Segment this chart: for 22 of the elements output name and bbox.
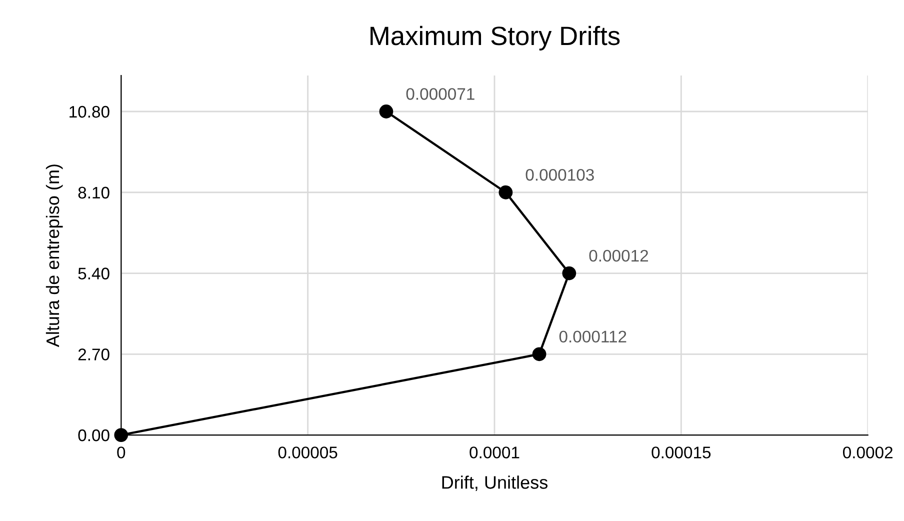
y-tick-label: 0.00 [78, 429, 110, 442]
annotation: 0.000112 [559, 330, 626, 343]
annotation: 0.00012 [589, 250, 648, 262]
x-axis-title: Drift, Unitless [442, 476, 548, 491]
y-tick-label: 5.40 [78, 268, 110, 280]
chart-title: Maximum Story Drifts [370, 26, 620, 50]
x-tick-label: 0.00005 [278, 446, 338, 458]
annotation: 0.000071 [406, 88, 474, 100]
x-tick-label: 0.0002 [843, 446, 892, 458]
y-tick-label: 8.10 [78, 186, 110, 199]
point [532, 347, 546, 362]
point [114, 428, 128, 442]
point [562, 266, 576, 280]
x-tick-label: 0 [117, 446, 126, 458]
x-tick-label: 0.00015 [652, 446, 711, 458]
point [379, 104, 394, 118]
point [498, 185, 513, 200]
y-axis-title: Altura de entrepiso (m) [46, 164, 63, 348]
y-tick-label: 2.70 [78, 348, 110, 360]
x-tick-label: 0.0001 [470, 446, 520, 458]
y-tick-label: 10.80 [70, 106, 110, 118]
annotation: 0.000103 [526, 168, 594, 181]
